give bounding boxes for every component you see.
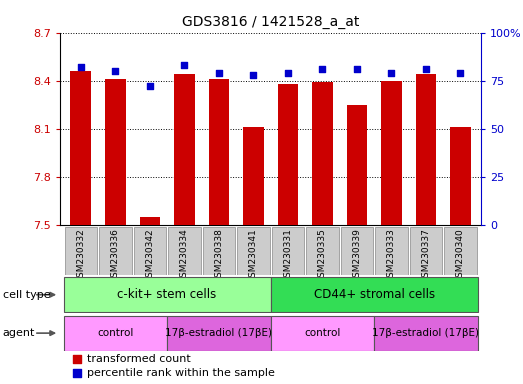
Bar — [306, 227, 338, 275]
Bar — [375, 227, 407, 275]
Text: transformed count: transformed count — [87, 354, 191, 364]
Text: c-kit+ stem cells: c-kit+ stem cells — [118, 288, 217, 301]
Bar — [167, 316, 271, 351]
Point — [215, 70, 223, 76]
Point — [353, 66, 361, 72]
Text: GSM230331: GSM230331 — [283, 228, 292, 283]
Point — [387, 70, 395, 76]
Bar — [99, 227, 132, 275]
Bar — [410, 227, 442, 275]
Point — [249, 72, 258, 78]
Bar — [134, 227, 166, 275]
Text: GSM230338: GSM230338 — [214, 228, 223, 283]
Text: control: control — [97, 328, 133, 338]
Point — [456, 70, 464, 76]
Point — [283, 70, 292, 76]
Bar — [347, 105, 367, 225]
Point — [422, 66, 430, 72]
Bar — [243, 127, 264, 225]
Bar — [278, 84, 298, 225]
Bar — [271, 227, 304, 275]
Bar — [340, 227, 373, 275]
Bar — [271, 316, 374, 351]
Bar — [374, 316, 477, 351]
Text: 17β-estradiol (17βE): 17β-estradiol (17βE) — [165, 328, 272, 338]
Text: cell type: cell type — [3, 290, 50, 300]
Bar — [271, 277, 477, 312]
Bar — [312, 82, 333, 225]
Text: GSM230340: GSM230340 — [456, 228, 465, 283]
Bar — [168, 227, 201, 275]
Text: GSM230333: GSM230333 — [387, 228, 396, 283]
Text: 17β-estradiol (17βE): 17β-estradiol (17βE) — [372, 328, 480, 338]
Point — [73, 370, 82, 376]
Text: GSM230336: GSM230336 — [111, 228, 120, 283]
Bar — [450, 127, 471, 225]
Point — [318, 66, 326, 72]
Text: GSM230335: GSM230335 — [318, 228, 327, 283]
Bar — [65, 227, 97, 275]
Bar — [203, 227, 235, 275]
Bar — [71, 71, 91, 225]
Text: percentile rank within the sample: percentile rank within the sample — [87, 368, 275, 378]
Text: GSM230332: GSM230332 — [76, 228, 85, 283]
Title: GDS3816 / 1421528_a_at: GDS3816 / 1421528_a_at — [182, 15, 359, 29]
Text: GSM230342: GSM230342 — [145, 228, 154, 283]
Bar — [64, 277, 271, 312]
Text: GSM230341: GSM230341 — [249, 228, 258, 283]
Bar — [64, 316, 167, 351]
Bar — [416, 74, 436, 225]
Bar — [140, 217, 160, 225]
Text: control: control — [304, 328, 340, 338]
Bar — [209, 79, 229, 225]
Point — [146, 83, 154, 89]
Bar — [237, 227, 270, 275]
Text: agent: agent — [3, 328, 35, 338]
Bar — [105, 79, 126, 225]
Text: GSM230339: GSM230339 — [353, 228, 361, 283]
Bar — [174, 74, 195, 225]
Point — [180, 62, 189, 68]
Text: GSM230334: GSM230334 — [180, 228, 189, 283]
Point — [77, 64, 85, 70]
Bar — [444, 227, 476, 275]
Text: CD44+ stromal cells: CD44+ stromal cells — [314, 288, 435, 301]
Point — [111, 68, 120, 74]
Point — [73, 356, 82, 362]
Bar — [381, 81, 402, 225]
Text: GSM230337: GSM230337 — [422, 228, 430, 283]
